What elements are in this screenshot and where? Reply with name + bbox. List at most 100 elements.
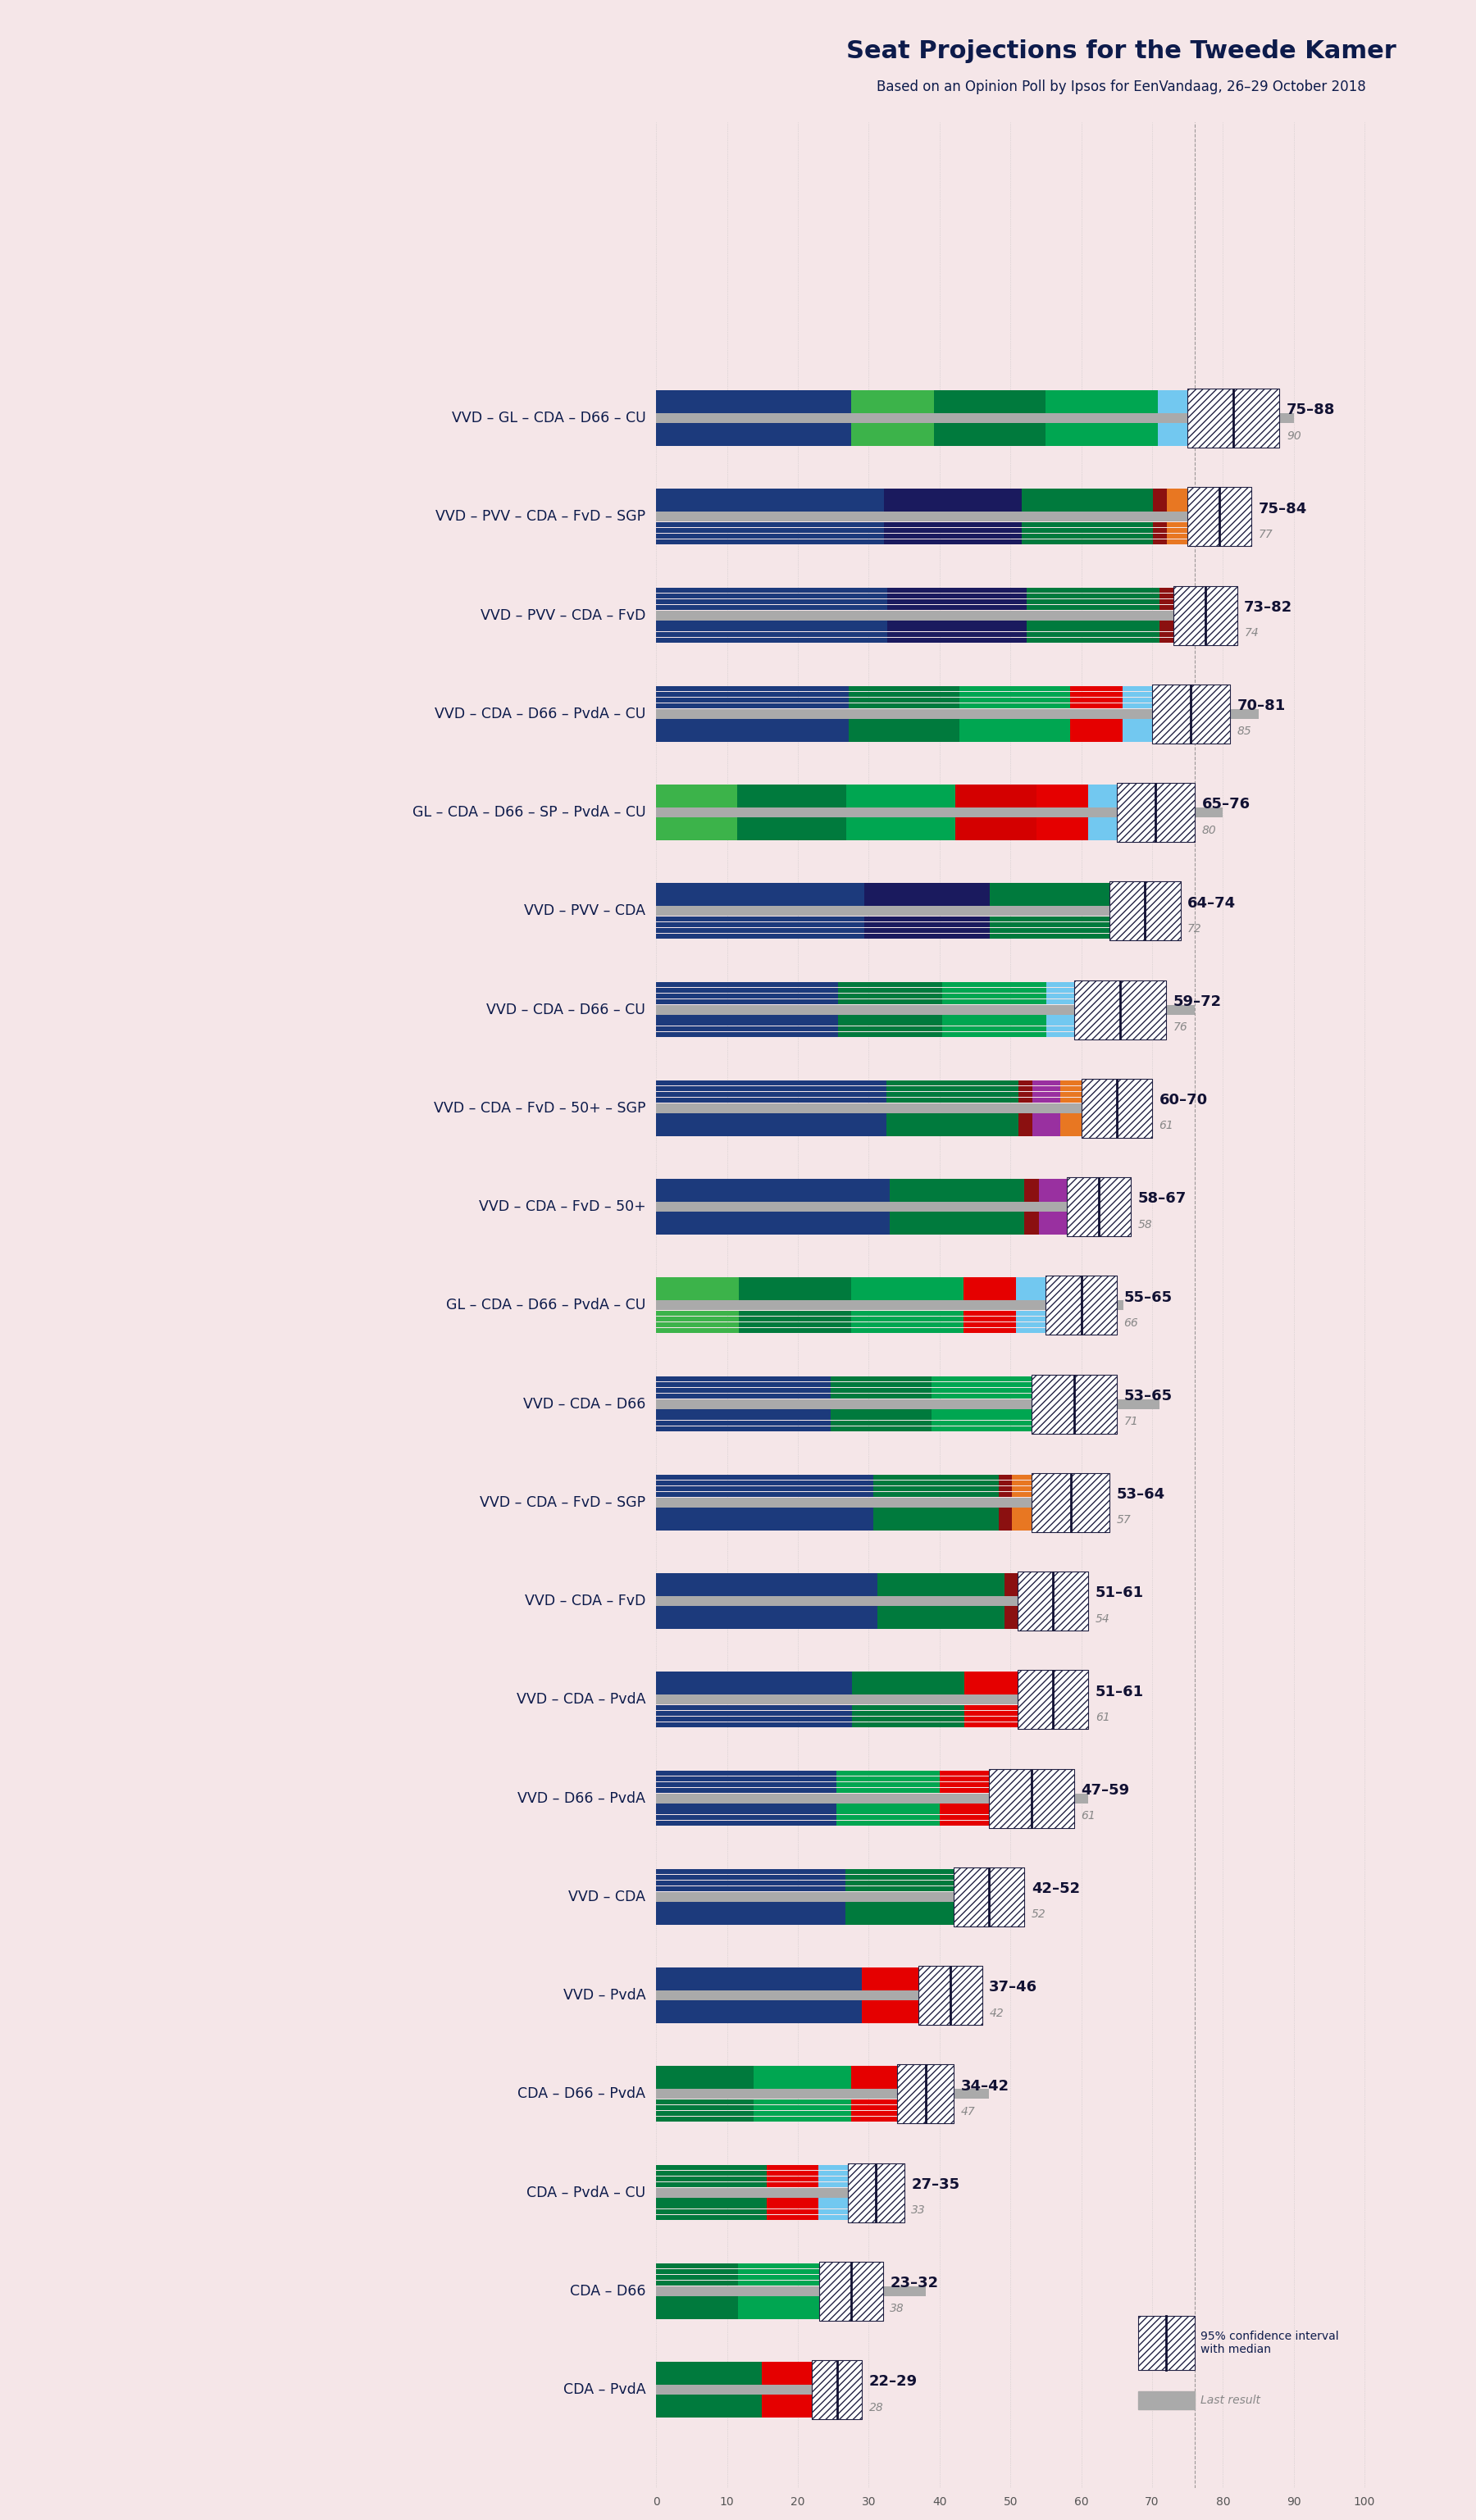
Text: 70–81: 70–81 — [1237, 698, 1286, 713]
Bar — [1039, 1230, 1067, 1235]
Bar — [1021, 501, 1153, 507]
Text: 34–42: 34–42 — [961, 2079, 1010, 2094]
Bar — [955, 816, 1036, 824]
Bar — [1027, 605, 1159, 610]
Bar — [1036, 784, 1088, 791]
Bar — [657, 726, 849, 731]
Bar — [999, 1507, 1013, 1512]
Bar — [657, 2263, 738, 2268]
Bar — [990, 882, 1110, 890]
Bar — [1067, 1177, 1131, 1237]
Bar — [1082, 1079, 1153, 1137]
Bar — [1013, 1487, 1032, 1492]
Bar — [657, 1278, 739, 1283]
Bar — [657, 993, 838, 998]
Bar — [847, 2162, 905, 2223]
Bar — [1117, 784, 1194, 842]
Bar — [657, 534, 884, 539]
Bar — [874, 1487, 999, 1492]
Bar — [657, 1880, 846, 1885]
Bar — [1032, 1474, 1110, 1532]
Bar — [657, 2071, 754, 2076]
Bar — [657, 2112, 754, 2117]
Bar — [1027, 600, 1159, 605]
Bar — [831, 1421, 931, 1426]
Bar — [1067, 1177, 1131, 1237]
Bar — [737, 824, 846, 829]
Text: 74: 74 — [1244, 627, 1259, 638]
Bar — [1046, 396, 1159, 401]
Bar — [890, 1197, 1024, 1202]
Bar — [1018, 1119, 1033, 1124]
Bar — [1060, 1086, 1082, 1091]
Bar — [819, 2260, 883, 2321]
Bar — [657, 423, 852, 428]
Bar — [1159, 592, 1173, 600]
Bar — [657, 2177, 766, 2182]
Bar — [1021, 527, 1153, 534]
Bar — [1004, 1618, 1017, 1623]
Bar — [819, 2215, 847, 2220]
Bar — [852, 2117, 897, 2122]
Bar — [852, 1678, 964, 1683]
Bar — [1032, 1373, 1117, 1434]
Bar — [1088, 824, 1117, 829]
Bar — [1039, 1184, 1067, 1189]
Bar — [999, 1474, 1013, 1479]
Bar — [1033, 1086, 1060, 1091]
Bar — [931, 1409, 1032, 1414]
Bar — [852, 423, 934, 428]
Text: 58: 58 — [1138, 1220, 1153, 1230]
Bar — [657, 587, 887, 592]
Bar — [1021, 522, 1153, 527]
Bar — [955, 829, 1036, 834]
Text: Based on an Opinion Poll by Ipsos for EenVandaag, 26–29 October 2018: Based on an Opinion Poll by Ipsos for Ee… — [877, 78, 1367, 93]
Bar — [837, 1809, 940, 1814]
Bar — [1188, 388, 1280, 449]
Bar — [819, 2202, 847, 2210]
Bar — [657, 1688, 852, 1693]
Bar — [754, 2117, 852, 2122]
Bar — [1027, 587, 1159, 592]
Bar — [657, 1875, 846, 1880]
Bar — [762, 2407, 812, 2412]
Bar — [1166, 501, 1188, 507]
Bar — [657, 2165, 766, 2170]
Bar — [831, 1376, 931, 1381]
Bar — [1159, 638, 1173, 643]
Bar — [990, 917, 1110, 922]
Bar — [657, 625, 887, 633]
Text: VVD – CDA – FvD – 50+: VVD – CDA – FvD – 50+ — [478, 1200, 645, 1215]
Bar — [852, 2066, 897, 2071]
Bar — [1075, 980, 1166, 1038]
Bar — [852, 2071, 897, 2076]
Text: 47–59: 47–59 — [1082, 1784, 1129, 1797]
Bar — [890, 1212, 1024, 1217]
Bar — [657, 1323, 739, 1328]
Bar — [931, 1414, 1032, 1421]
Text: 65–76: 65–76 — [1201, 796, 1250, 811]
Bar — [934, 408, 1046, 413]
Bar — [657, 1671, 852, 1678]
Bar — [754, 2071, 852, 2076]
Bar — [931, 1389, 1032, 1394]
Bar — [1153, 685, 1230, 743]
Bar — [766, 2182, 819, 2187]
Bar — [890, 1184, 1024, 1189]
Bar — [862, 1978, 918, 1983]
Bar — [964, 1716, 1017, 1721]
Bar — [1039, 1197, 1067, 1202]
Bar — [657, 522, 884, 527]
Bar — [1018, 1131, 1033, 1137]
Bar — [1188, 486, 1252, 547]
Bar — [1017, 1671, 1088, 1729]
Text: 57: 57 — [1117, 1515, 1131, 1527]
Bar — [1070, 726, 1123, 731]
Bar — [890, 1189, 1024, 1197]
Bar — [657, 2276, 738, 2281]
Bar — [657, 1772, 837, 1777]
Bar — [846, 784, 955, 791]
Text: 71: 71 — [1123, 1416, 1138, 1426]
Bar — [862, 2001, 918, 2006]
Bar — [657, 1590, 877, 1595]
